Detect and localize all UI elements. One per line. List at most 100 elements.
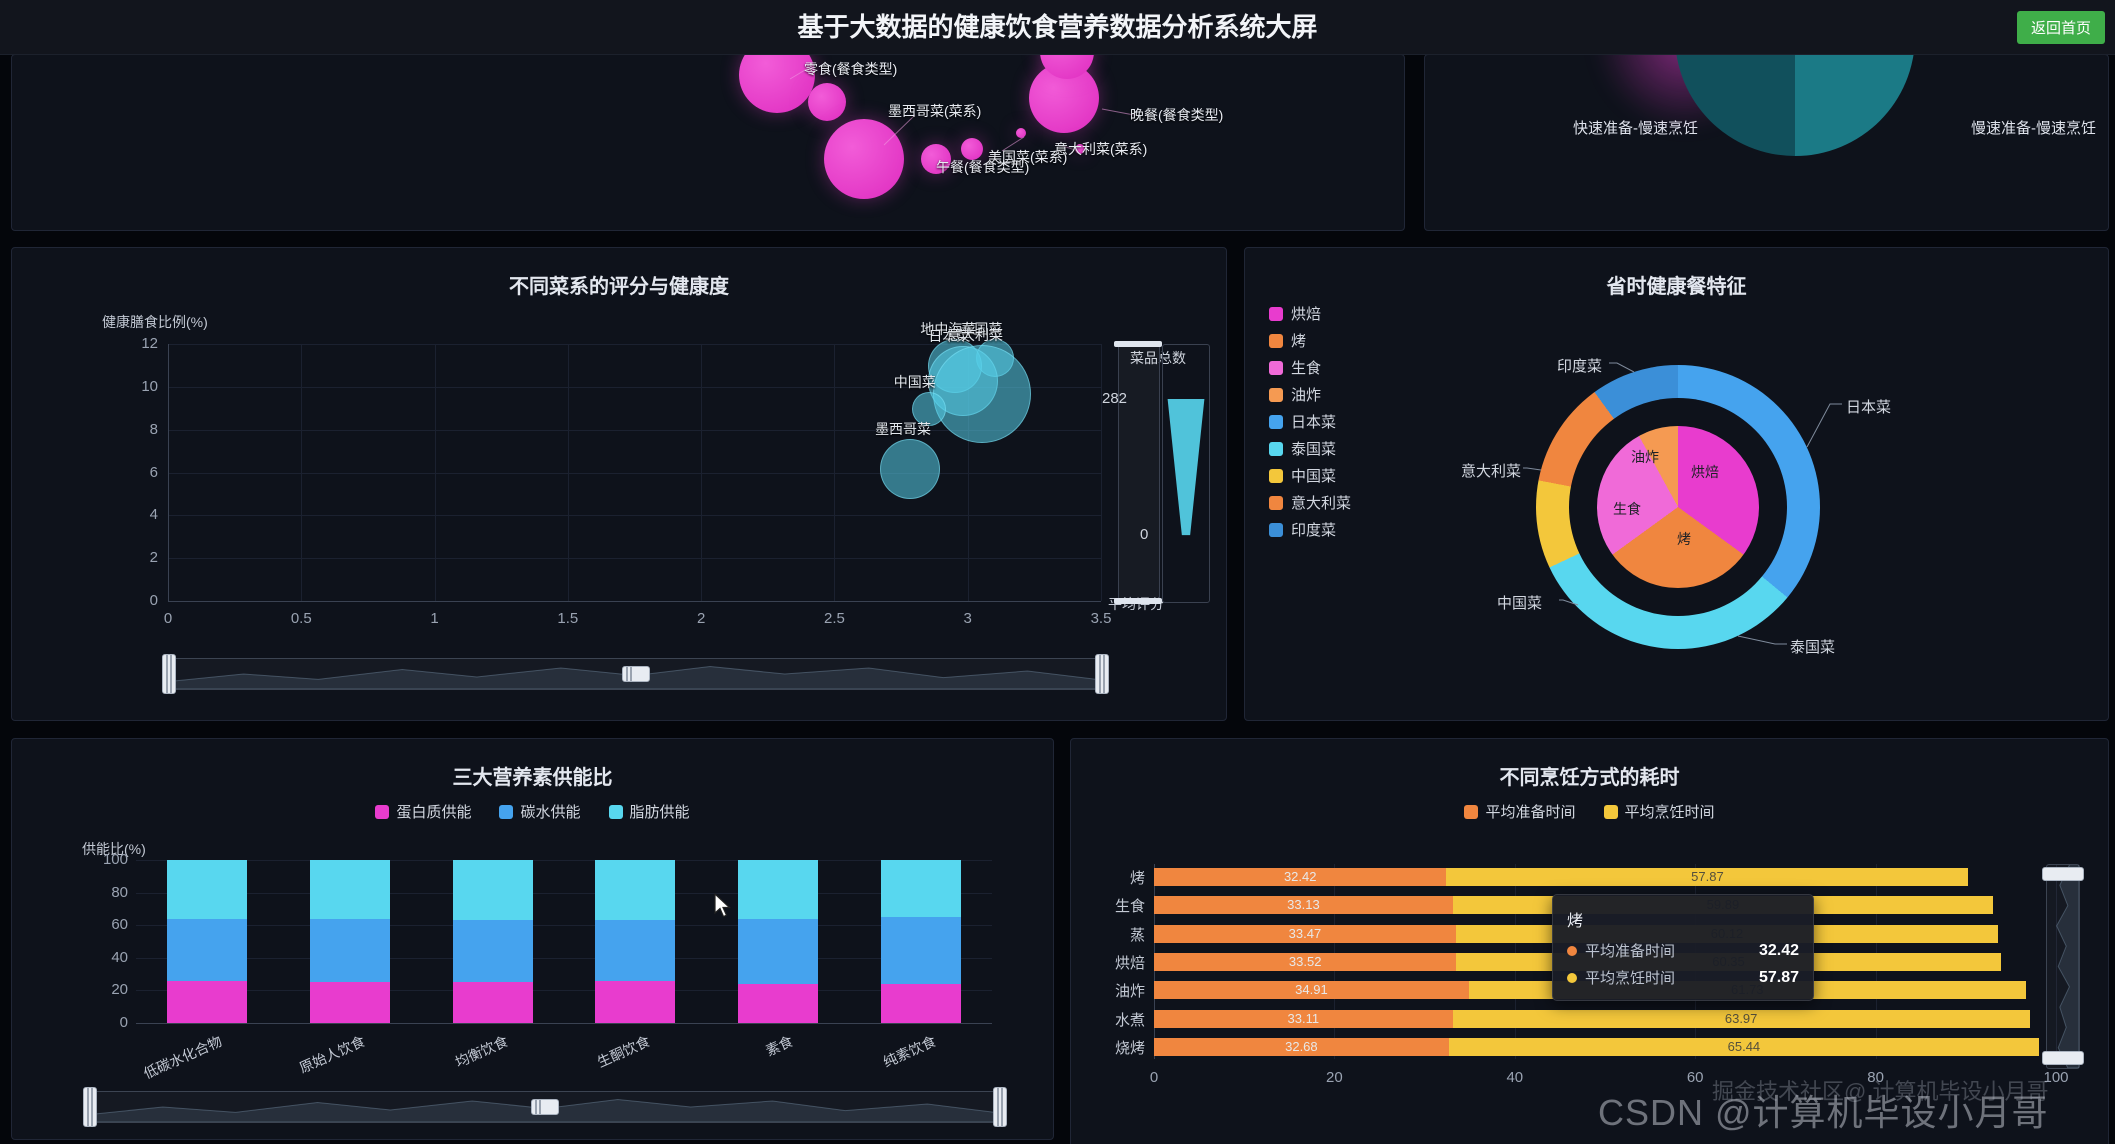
stacked-bar-segment[interactable]: [880, 860, 961, 918]
stacked-bar-segment[interactable]: [595, 980, 676, 1023]
cooking-datazoom-handle-bottom[interactable]: [2042, 1051, 2084, 1065]
cook-bar-value: 57.87: [1691, 869, 1724, 884]
stacked-bar-segment[interactable]: [452, 860, 533, 921]
cook-bar[interactable]: [1448, 1037, 2040, 1056]
stacked-bar-segment[interactable]: [167, 980, 248, 1023]
timesaver-legend-item[interactable]: 烤: [1269, 330, 1306, 351]
inner-slice-label: 烤: [1677, 531, 1691, 547]
cooking-legend-item[interactable]: 平均烹饪时间: [1603, 801, 1715, 822]
meal-bubble[interactable]: [921, 144, 951, 174]
x-category-label: 纯素饮食: [880, 1032, 938, 1071]
prep-bar[interactable]: [1154, 952, 1457, 971]
cuisine-bubble[interactable]: [880, 439, 941, 500]
grid-line-v: [301, 344, 303, 601]
macro-legend-item[interactable]: 脂肪供能: [608, 801, 690, 822]
meal-bubble[interactable]: [961, 138, 983, 160]
visualmap-max: 282: [1102, 390, 1128, 407]
scatter-datazoom-center-grip[interactable]: [621, 666, 650, 682]
timesaver-legend-item[interactable]: 中国菜: [1269, 465, 1336, 486]
x-category-label: 生酮饮食: [594, 1032, 653, 1071]
y-tick-label: 8: [149, 420, 158, 438]
watermark-juejin: 掘金技术社区@ 计算机毕设小月哥: [1712, 1079, 2049, 1104]
cook-bar[interactable]: [1446, 868, 1969, 886]
stacked-bar-segment[interactable]: [880, 917, 961, 984]
leader-line: [789, 66, 811, 80]
prep-bar[interactable]: [1154, 1009, 1453, 1028]
stacked-bar-segment[interactable]: [880, 983, 961, 1023]
macro-datazoom-handle-left[interactable]: [83, 1087, 97, 1127]
leader-line: [1101, 108, 1135, 116]
tooltip-label-cook: 平均烹饪时间: [1585, 970, 1676, 987]
meal-bubble[interactable]: [824, 119, 904, 199]
prep-bar[interactable]: [1154, 896, 1453, 915]
macro-legend-item[interactable]: 蛋白质供能: [375, 801, 471, 822]
meal-bubble[interactable]: [808, 83, 846, 121]
stacked-bar-segment[interactable]: [738, 983, 818, 1023]
stacked-bar-segment[interactable]: [452, 920, 533, 983]
meal-bubble-label: 午餐(餐食类型): [936, 159, 1030, 175]
stacked-bar-segment[interactable]: [310, 982, 390, 1023]
cooking-datazoom-handle-top[interactable]: [2042, 867, 2084, 881]
timesaver-legend-item[interactable]: 泰国菜: [1269, 438, 1336, 459]
visualmap-track[interactable]: [1118, 344, 1160, 603]
prep-bar[interactable]: [1154, 868, 1447, 886]
visualmap-cap-top[interactable]: [1114, 341, 1162, 347]
legend-marker: [499, 804, 514, 819]
stacked-bar-segment[interactable]: [167, 860, 248, 919]
donut-leader-lines: [1523, 362, 1842, 645]
grid-line-h: [136, 892, 992, 894]
legend-label: 生食: [1291, 360, 1322, 377]
prep-cook-pie[interactable]: [1675, 55, 1915, 156]
grid-line-h: [168, 429, 1101, 431]
cooking-datazoom-track[interactable]: [2046, 864, 2080, 1069]
stacked-bar-segment[interactable]: [452, 982, 533, 1023]
prep-bar[interactable]: [1154, 981, 1469, 1000]
legend-marker: [1269, 495, 1283, 510]
scatter-datazoom-handle-left[interactable]: [162, 654, 176, 694]
cooking-legend-item[interactable]: 平均准备时间: [1464, 801, 1576, 822]
stacked-bar-segment[interactable]: [738, 918, 818, 984]
stacked-bar-segment[interactable]: [595, 860, 676, 921]
inner-slice-label: 烘焙: [1691, 464, 1719, 480]
polyline: [1609, 362, 1635, 373]
back-home-button[interactable]: 返回首页: [2016, 11, 2105, 44]
panel-meal-bubbles: 零食(餐食类型) 墨西哥菜(菜系) 晚餐(餐食类型) 意大利菜(菜系) 美国菜(菜系) 午…: [11, 54, 1405, 231]
y-tick-label: 20: [111, 981, 128, 999]
visualmap-funnel[interactable]: [1167, 398, 1205, 536]
timesaver-legend-item[interactable]: 印度菜: [1269, 519, 1336, 540]
timesaver-legend-item[interactable]: 油炸: [1269, 384, 1321, 405]
meal-bubble[interactable]: [1016, 128, 1026, 138]
timesaver-inner-pie[interactable]: [1597, 426, 1759, 588]
macro-datazoom-center-grip[interactable]: [531, 1099, 559, 1115]
scatter-datazoom-handle-right[interactable]: [1095, 654, 1109, 694]
stacked-bar-segment[interactable]: [310, 860, 390, 919]
timesaver-legend-item[interactable]: 日本菜: [1269, 411, 1336, 432]
macro-legend-item[interactable]: 碳水供能: [499, 801, 581, 822]
prep-bar[interactable]: [1154, 1037, 1449, 1056]
prep-bar[interactable]: [1154, 924, 1456, 943]
leader-line: [939, 160, 951, 166]
meal-bubble-label: 零食(餐食类型): [804, 61, 898, 77]
stacked-bar-segment[interactable]: [738, 860, 818, 919]
grid-line-v: [834, 344, 836, 601]
timesaver-legend-item[interactable]: 意大利菜: [1269, 492, 1351, 513]
stacked-bar-segment[interactable]: [167, 918, 248, 981]
visualmap-title: 菜品总数: [1130, 350, 1186, 366]
stacked-bar-segment[interactable]: [595, 920, 676, 981]
cook-bar[interactable]: [1452, 1009, 2030, 1028]
macro-datazoom-handle-right[interactable]: [993, 1087, 1007, 1127]
stacked-bar-segment[interactable]: [310, 918, 390, 983]
grid-line-v: [2056, 864, 2057, 1059]
x-tick-label: 1: [430, 610, 439, 627]
timesaver-legend-item[interactable]: 生食: [1269, 357, 1321, 378]
meal-bubble-label: 晚餐(餐食类型): [1130, 107, 1224, 123]
visualmap-cap-bottom[interactable]: [1114, 598, 1162, 604]
panel-title-macro: 三大营养素供能比: [452, 767, 613, 789]
meal-bubble[interactable]: [1075, 144, 1085, 154]
y-tick-label: 40: [111, 948, 128, 966]
meal-bubble[interactable]: [739, 55, 815, 113]
meal-bubble-label: 美国菜(菜系): [988, 149, 1068, 165]
cuisine-bubble[interactable]: [933, 345, 1032, 444]
cuisine-bubble[interactable]: [911, 392, 946, 427]
timesaver-legend-item[interactable]: 烘焙: [1269, 303, 1321, 324]
